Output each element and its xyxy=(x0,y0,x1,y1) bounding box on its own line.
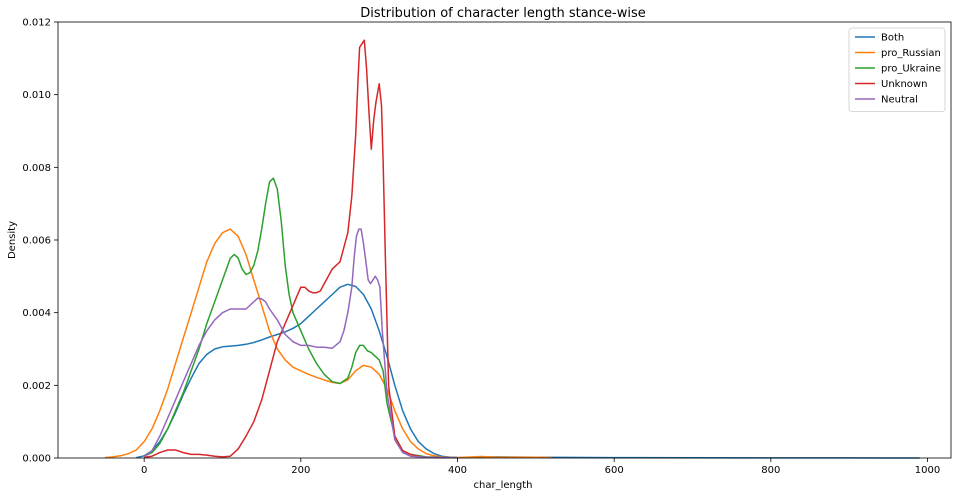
legend-label: Neutral xyxy=(881,95,918,106)
x-tick-label: 800 xyxy=(761,465,780,476)
plot-frame xyxy=(57,21,952,459)
x-tick-label: 200 xyxy=(291,465,310,476)
series-line-unknown xyxy=(144,39,458,459)
y-axis: 0.000 0.002 0.004 0.006 0.008 0.010 0.012 xyxy=(22,18,58,465)
legend-label: pro_Ukraine xyxy=(881,64,941,75)
x-tick-label: 600 xyxy=(605,465,624,476)
legend: Both pro_Russian pro_Ukraine Unknown Neutral xyxy=(848,27,946,112)
y-axis-label: Density xyxy=(7,221,18,259)
series-line-neutral xyxy=(143,228,458,459)
chart-title: Distribution of character length stance-… xyxy=(360,6,646,21)
series-line-pro-ukraine xyxy=(143,177,458,459)
y-tick-label: 0.002 xyxy=(22,381,51,392)
x-axis-label: char_length xyxy=(474,480,533,491)
y-tick-label: 0.006 xyxy=(22,236,51,247)
x-tick-label: 1000 xyxy=(915,465,940,476)
plot-area xyxy=(57,21,952,459)
x-tick-label: 0 xyxy=(141,465,147,476)
series-line-pro-russian xyxy=(104,228,552,459)
series-line-both xyxy=(136,283,920,459)
x-tick-label: 400 xyxy=(448,465,467,476)
y-tick-label: 0.012 xyxy=(22,18,51,29)
y-tick-label: 0.000 xyxy=(22,454,51,465)
legend-label: pro_Russian xyxy=(881,48,941,59)
y-tick-label: 0.008 xyxy=(22,163,51,174)
x-axis: 0 200 400 600 800 1000 xyxy=(141,458,940,476)
legend-label: Unknown xyxy=(881,79,927,90)
y-tick-label: 0.010 xyxy=(22,90,51,101)
legend-box xyxy=(848,27,946,112)
y-tick-label: 0.004 xyxy=(22,308,51,319)
legend-label: Both xyxy=(881,33,904,44)
